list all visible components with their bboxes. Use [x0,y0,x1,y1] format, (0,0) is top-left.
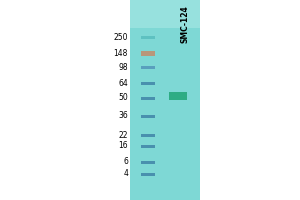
Text: 250: 250 [113,32,128,42]
Bar [141,66,155,68]
Bar [141,172,155,176]
Bar [141,82,155,84]
Text: SMC-124: SMC-124 [181,5,190,43]
Text: 98: 98 [118,62,128,72]
Bar [141,134,155,136]
Bar [141,97,155,99]
Text: 148: 148 [114,48,128,58]
Text: 6: 6 [123,158,128,166]
Bar [141,114,155,117]
Text: 22: 22 [118,130,128,140]
Bar [141,50,155,55]
Text: 36: 36 [118,112,128,120]
Bar [169,92,187,100]
Text: 4: 4 [123,170,128,178]
Text: 16: 16 [118,142,128,150]
Bar [130,0,200,28]
Bar [141,144,155,148]
Bar [130,0,200,200]
Bar [141,36,155,38]
Bar [141,160,155,164]
Text: 64: 64 [118,78,128,88]
Text: 50: 50 [118,94,128,102]
